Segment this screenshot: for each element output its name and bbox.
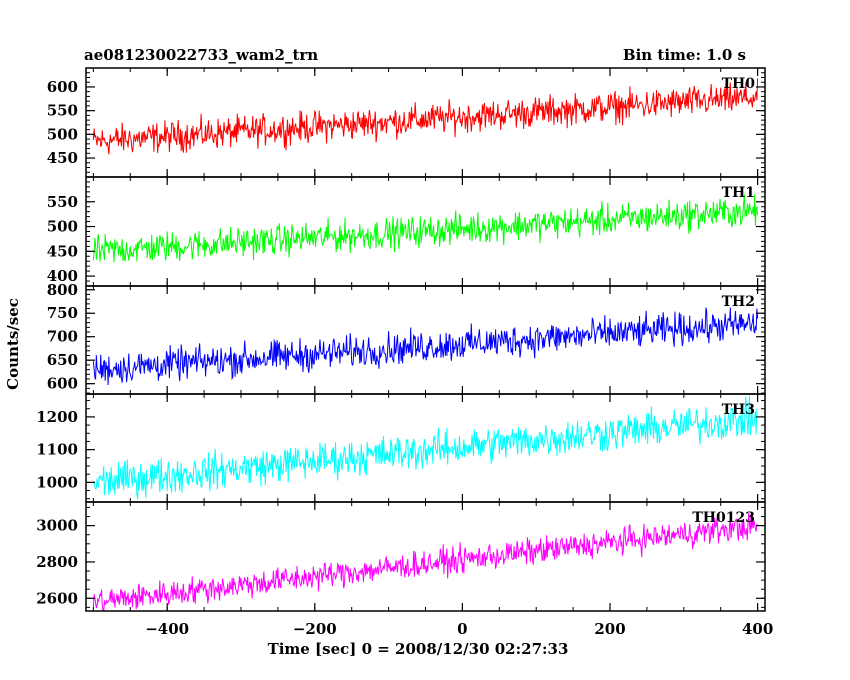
series-line-th3	[92, 395, 758, 500]
y-tick-label: 2800	[36, 553, 78, 571]
panel-frame	[85, 501, 766, 612]
panel-th2: 600 650 700 750 800 TH2	[47, 281, 766, 395]
panel-th0123: 2600 2800 3000 TH0123	[36, 501, 766, 612]
y-tick-label: 650	[47, 351, 78, 369]
y-tick-label: 500	[47, 125, 78, 143]
y-tick-label: 500	[47, 218, 78, 236]
y-tick-label: 1000	[36, 473, 78, 491]
y-tick-label: 600	[47, 375, 78, 393]
series-line-th2	[92, 307, 759, 385]
panel-frame	[85, 285, 766, 395]
panel-th3: 1000 1100 1200 TH3	[36, 393, 766, 503]
x-tick-label: −400	[145, 620, 189, 638]
legend-label-th0123: TH0123	[692, 510, 755, 526]
x-tick-label: −200	[293, 620, 337, 638]
panel-th1: 400 450 500 550 TH1	[47, 176, 766, 287]
panel-th0: 450 500 550 600 TH0	[47, 67, 766, 178]
y-tick-label: 450	[47, 149, 78, 167]
legend-label-th2: TH2	[722, 294, 755, 310]
x-axis: −400 −200 0 200 400	[145, 620, 773, 638]
bin-time-label: Bin time: 1.0 s	[623, 46, 746, 64]
y-tick-label: 450	[47, 242, 78, 260]
x-tick-label: 200	[594, 620, 625, 638]
y-tick-label: 1100	[36, 441, 78, 459]
series-line-th0	[92, 78, 759, 155]
x-tick-label: 0	[457, 620, 467, 638]
y-tick-label: 2600	[36, 589, 78, 607]
series-line-th1	[92, 194, 759, 263]
y-tick-label: 800	[47, 281, 78, 299]
x-axis-label: Time [sec] 0 = 2008/12/30 02:27:33	[268, 640, 569, 658]
y-tick-label: 600	[47, 78, 78, 96]
chart-title: ae081230022733_wam2_trn	[84, 46, 318, 64]
y-tick-label: 550	[47, 193, 78, 211]
legend-label-th1: TH1	[722, 185, 755, 201]
y-tick-label: 700	[47, 328, 78, 346]
y-tick-label: 750	[47, 304, 78, 322]
y-axis-label: Counts/sec	[4, 298, 22, 390]
y-tick-label: 1200	[36, 408, 78, 426]
panels-group: 450 500 550 600 TH0 400 450 500 550 TH1 600 650 700 7…	[36, 67, 766, 612]
x-tick-label: 400	[742, 620, 773, 638]
y-tick-label: 550	[47, 102, 78, 120]
panel-frame	[85, 67, 766, 178]
series-line-th0123	[92, 512, 759, 611]
y-tick-label: 400	[47, 267, 78, 285]
legend-label-th3: TH3	[722, 402, 755, 418]
legend-label-th0: TH0	[722, 76, 756, 92]
y-tick-label: 3000	[36, 517, 78, 535]
